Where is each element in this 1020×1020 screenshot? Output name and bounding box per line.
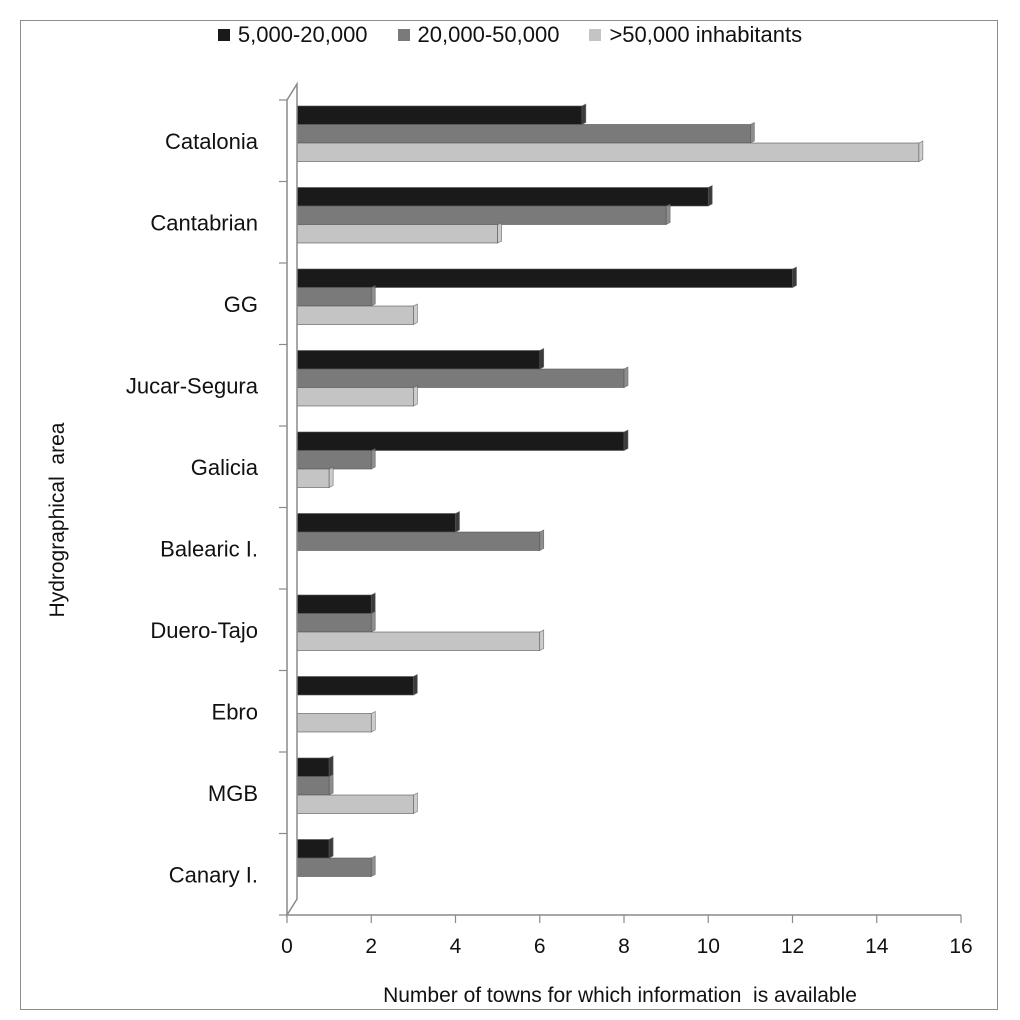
legend-label-series-1: 5,000-20,000: [237, 22, 368, 47]
bar-end-cap: [581, 103, 587, 125]
bar-end-cap: [328, 837, 334, 859]
legend-label-series-2: 20,000-50,000: [417, 22, 560, 47]
y-category-label: Ebro: [212, 699, 258, 724]
y-category-label: Jucar-Segura: [126, 373, 259, 398]
y-axis-wall: [286, 81, 298, 918]
bar-end-cap: [918, 140, 924, 162]
y-category-label: MGB: [208, 781, 258, 806]
legend-swatch-series-3: [589, 29, 602, 41]
labels-group: 0 2 4 6 8 10 12 14 16 Catalonia Cantabrian GG Jucar-…: [126, 129, 973, 958]
bar-end-cap: [623, 429, 629, 451]
x-tick-label: 14: [865, 935, 889, 958]
bar: [286, 450, 372, 470]
bar: [286, 187, 709, 207]
y-category-label: Balearic I.: [160, 536, 258, 561]
legend-label-series-3: >50,000 inhabitants: [609, 22, 803, 47]
y-axis-title: Hydrographical area: [46, 422, 69, 617]
y-category-label: Galicia: [191, 455, 259, 480]
y-category-label: Duero-Tajo: [150, 618, 258, 643]
bar-end-cap: [370, 855, 376, 877]
bar: [286, 531, 541, 551]
x-axis-title: Number of towns for which information is…: [383, 984, 857, 1007]
bar-end-cap: [455, 511, 460, 533]
bar: [286, 794, 414, 814]
legend-swatch-series-2: [397, 29, 410, 41]
bar-end-cap: [623, 366, 629, 388]
bar-end-cap: [497, 222, 502, 244]
bar-end-cap: [750, 122, 755, 144]
bar: [286, 142, 920, 162]
legend-item-series-2: 20,000-50,000: [397, 22, 560, 48]
bar-end-cap: [539, 529, 545, 551]
bar: [286, 513, 456, 533]
bar-end-cap: [665, 203, 671, 225]
legend-item-series-3: >50,000 inhabitants: [589, 22, 802, 48]
bar: [286, 105, 583, 125]
x-tick-label: 8: [618, 935, 630, 958]
bar-end-cap: [370, 592, 376, 614]
x-tick-label: 0: [281, 935, 293, 958]
bar-end-cap: [413, 792, 418, 814]
bar-end-cap: [413, 303, 418, 325]
bar-end-cap: [328, 755, 334, 777]
bar: [286, 676, 414, 696]
x-tick-label: 12: [781, 935, 804, 958]
bar-end-cap: [539, 348, 545, 370]
bar: [286, 287, 372, 307]
bar: [286, 713, 372, 733]
y-category-label: Cantabrian: [150, 210, 258, 235]
bar-end-cap: [370, 285, 376, 307]
legend-swatch-series-1: [217, 29, 230, 41]
bar-end-cap: [328, 774, 334, 796]
bar-end-cap: [370, 448, 376, 470]
bar: [286, 224, 498, 244]
bar-end-cap: [792, 266, 797, 288]
y-category-label: Catalonia: [165, 129, 259, 154]
x-tick-label: 2: [365, 935, 377, 958]
bar-end-cap: [707, 185, 713, 207]
legend: 5,000-20,000 20,000-50,000 >50,000 inhab…: [0, 22, 1020, 48]
bar: [286, 387, 414, 407]
axes-group: [279, 81, 962, 923]
bar: [286, 205, 667, 225]
x-tick-label: 16: [949, 935, 972, 958]
bar: [286, 631, 541, 651]
bar: [286, 124, 751, 144]
bar-end-cap: [413, 674, 418, 696]
bar-end-cap: [370, 711, 376, 733]
bar-end-cap: [539, 629, 545, 651]
chart-frame: [20, 20, 998, 1010]
bar: [286, 268, 793, 288]
bar: [286, 368, 625, 388]
bar: [286, 305, 414, 325]
bar-end-cap: [413, 385, 418, 407]
x-tick-label: 10: [697, 935, 720, 958]
x-tick-label: 4: [450, 935, 462, 958]
bar-end-cap: [370, 611, 376, 633]
bar: [286, 350, 541, 370]
legend-item-series-1: 5,000-20,000: [217, 22, 368, 48]
bar: [286, 431, 625, 451]
y-category-label: Canary I.: [169, 862, 258, 887]
bar: [286, 594, 372, 614]
bars-group: [286, 103, 924, 896]
bar: [286, 857, 372, 877]
bar: [286, 613, 372, 633]
x-tick-label: 6: [534, 935, 546, 958]
y-category-label: GG: [224, 292, 258, 317]
bar-end-cap: [328, 466, 334, 488]
